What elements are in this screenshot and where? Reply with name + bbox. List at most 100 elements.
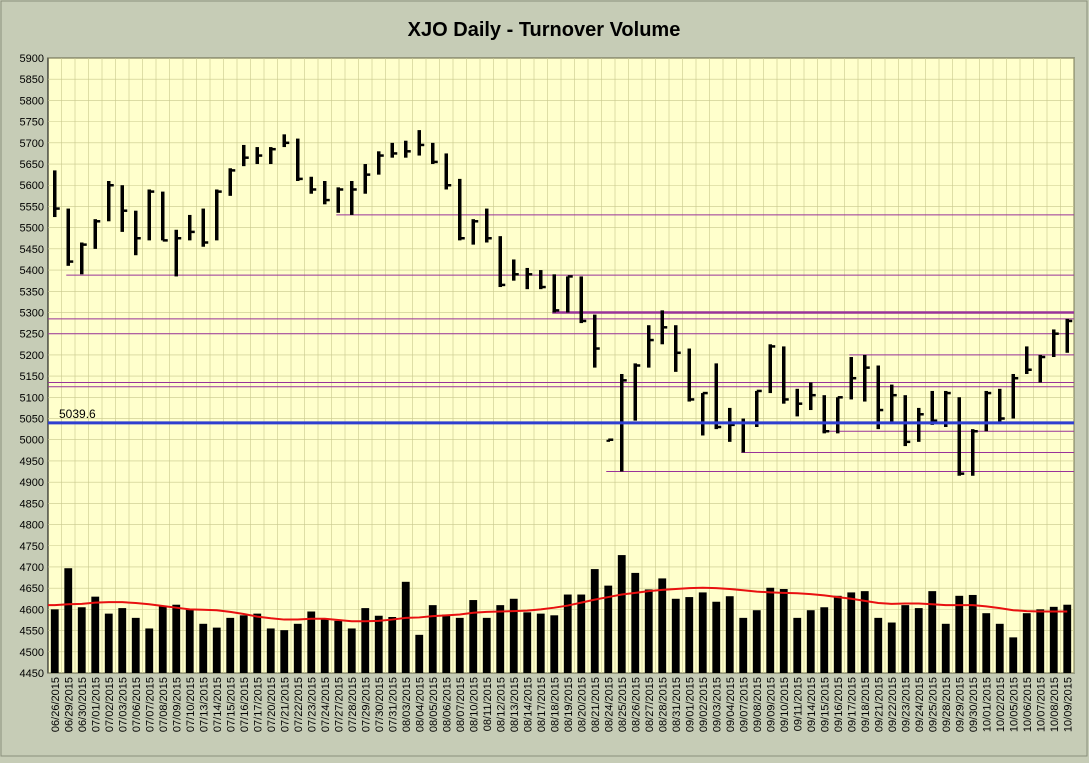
price-bar — [647, 325, 654, 368]
price-bar — [903, 395, 911, 447]
price-bar — [282, 134, 290, 148]
volume-bar — [239, 615, 248, 673]
volume-bar — [860, 591, 869, 673]
y-tick-label: 4700 — [20, 562, 44, 574]
y-tick-label: 5500 — [20, 223, 44, 235]
volume-bar — [320, 618, 329, 673]
x-tick-label: 08/06/2015 — [441, 677, 453, 732]
x-tick-label: 09/25/2015 — [927, 677, 939, 732]
y-tick-label: 5050 — [20, 414, 44, 426]
price-bar — [971, 429, 978, 476]
volume-bar — [847, 592, 856, 673]
volume-bar — [1049, 606, 1058, 673]
x-tick-label: 07/15/2015 — [225, 677, 237, 732]
x-tick-label: 08/12/2015 — [495, 677, 507, 732]
price-bar — [539, 270, 546, 290]
price-bar — [930, 390, 938, 425]
price-bar — [458, 178, 465, 241]
x-tick-label: 09/09/2015 — [765, 677, 777, 732]
price-bar — [836, 396, 843, 434]
price-bar — [701, 391, 708, 436]
x-tick-label: 08/24/2015 — [603, 677, 615, 732]
volume-bar — [131, 617, 140, 673]
x-tick-label: 10/06/2015 — [1022, 677, 1034, 732]
volume-bar — [253, 613, 262, 673]
price-bar — [1038, 354, 1046, 383]
x-tick-label: 08/07/2015 — [455, 677, 467, 732]
x-tick-label: 08/11/2015 — [482, 677, 494, 731]
volume-bar — [1009, 637, 1018, 673]
x-tick-label: 08/20/2015 — [576, 677, 588, 732]
x-tick-label: 09/15/2015 — [819, 677, 831, 732]
x-tick-label: 10/02/2015 — [995, 677, 1007, 732]
volume-bar — [793, 617, 802, 673]
y-tick-label: 5750 — [20, 117, 44, 129]
x-tick-label: 08/19/2015 — [563, 677, 575, 732]
price-bar — [498, 236, 506, 288]
reference-line-label: 5039.6 — [59, 407, 96, 421]
y-tick-label: 4600 — [20, 604, 44, 616]
x-tick-label: 08/10/2015 — [468, 677, 480, 732]
y-tick-label: 5550 — [20, 201, 44, 213]
y-tick-label: 5100 — [20, 392, 44, 404]
volume-bar — [604, 585, 613, 673]
x-tick-label: 09/16/2015 — [833, 677, 845, 732]
x-tick-label: 07/08/2015 — [158, 677, 170, 732]
volume-bar — [280, 630, 289, 673]
x-tick-label: 07/29/2015 — [360, 677, 372, 732]
price-bar — [768, 344, 776, 394]
x-tick-label: 07/21/2015 — [279, 677, 291, 732]
x-tick-label: 10/05/2015 — [1008, 677, 1020, 732]
x-tick-label: 07/01/2015 — [90, 677, 102, 732]
price-bar — [350, 181, 357, 215]
price-bar — [863, 354, 870, 402]
reference-line-group: 5039.6 — [48, 407, 1074, 425]
price-bar — [917, 407, 924, 442]
price-bar — [134, 210, 141, 256]
x-tick-label: 07/20/2015 — [266, 677, 278, 732]
x-tick-label: 08/04/2015 — [414, 677, 426, 732]
volume-bar — [266, 628, 275, 673]
y-tick-label: 5250 — [20, 329, 44, 341]
price-bar — [795, 388, 803, 417]
volume-bar — [698, 592, 707, 673]
x-tick-label: 08/28/2015 — [657, 677, 669, 732]
price-bar — [336, 187, 344, 213]
grid-lines — [48, 57, 1075, 674]
volume-bar — [955, 595, 964, 673]
volume-bar — [563, 594, 572, 673]
x-tick-label: 08/14/2015 — [522, 677, 534, 732]
price-bar — [215, 189, 222, 241]
x-tick-label: 10/09/2015 — [1062, 677, 1074, 732]
volume-bar — [334, 620, 343, 673]
price-bar — [1065, 318, 1073, 353]
volume-bar — [752, 610, 761, 673]
support-resistance-lines — [48, 214, 1074, 473]
volume-bar — [914, 608, 923, 673]
y-tick-label: 5700 — [20, 138, 44, 150]
x-tick-label: 09/18/2015 — [860, 677, 872, 732]
price-bar — [228, 168, 236, 196]
x-tick-label: 09/03/2015 — [711, 677, 723, 732]
price-bar — [998, 388, 1005, 423]
x-tick-label: 08/31/2015 — [671, 677, 683, 732]
x-tick-label: 07/30/2015 — [374, 677, 386, 732]
x-tick-label: 07/03/2015 — [117, 677, 129, 732]
x-tick-label: 09/30/2015 — [968, 677, 980, 732]
price-bar — [161, 191, 168, 242]
price-bar — [417, 130, 425, 156]
x-tick-label: 07/16/2015 — [239, 677, 251, 732]
volume-bar — [415, 634, 424, 673]
x-tick-label: 10/07/2015 — [1035, 677, 1047, 732]
price-bar — [957, 397, 965, 476]
volume-bar — [401, 581, 410, 673]
y-tick-label: 4750 — [20, 541, 44, 553]
price-bar — [242, 144, 249, 167]
x-tick-label: 08/17/2015 — [536, 677, 548, 732]
volume-bar — [145, 628, 154, 673]
volume-bar — [361, 608, 370, 673]
x-tick-label: 09/10/2015 — [779, 677, 791, 732]
y-tick-label: 5850 — [20, 74, 44, 86]
x-tick-label: 07/24/2015 — [320, 677, 332, 732]
